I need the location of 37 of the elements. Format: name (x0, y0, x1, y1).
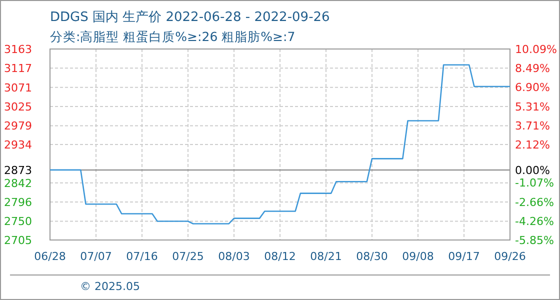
y-tick-label: 2796 (4, 196, 32, 210)
y2-tick-label: -5.85% (515, 234, 554, 247)
y2-tick-label: 0.00% (515, 164, 550, 177)
y-tick-label: 3025 (4, 100, 32, 114)
y2-tick-label: -1.07% (515, 176, 554, 190)
x-tick-label: 09/26 (494, 250, 526, 263)
x-tick-label: 07/25 (172, 250, 204, 263)
x-tick-label: 09/08 (402, 250, 434, 263)
y2-tick-label: -2.66% (515, 196, 554, 209)
x-tick-label: 08/21 (310, 250, 342, 263)
x-tick-label: 07/16 (126, 250, 158, 263)
x-tick-label: 06/28 (34, 250, 66, 263)
text: © 2025.05 (80, 280, 140, 293)
y2-tick-label: 2.12% (515, 138, 550, 152)
chart-title: DDGS 国内 生产价 2022-06-28 - 2022-09-26 (50, 10, 330, 25)
y-tick-label: 2979 (4, 120, 32, 133)
x-tick-label: 08/03 (218, 250, 250, 263)
y2-tick-label: -4.26% (515, 214, 554, 228)
y2-tick-label: 8.49% (515, 62, 550, 76)
y-tick-label: 3163 (4, 43, 32, 56)
y-tick-label: 2705 (4, 234, 32, 247)
y-tick-label: 2934 (4, 138, 32, 152)
y-tick-label: 3117 (4, 62, 32, 76)
x-tick-label: 08/30 (356, 250, 388, 263)
x-tick-label: 08/12 (264, 250, 296, 263)
chart-subtitle: 分类:高脂型 粗蛋白质%≥:26 粗脂肪%≥:7 (50, 29, 296, 44)
y-tick-label: 2873 (4, 164, 32, 177)
x-tick-label: 07/07 (80, 250, 112, 263)
y2-tick-label: 5.31% (515, 100, 550, 114)
y-tick-label: 2842 (4, 176, 32, 190)
y-tick-label: 3071 (4, 81, 32, 94)
y2-tick-label: 10.09% (515, 43, 557, 56)
y2-tick-label: 6.90% (515, 81, 550, 94)
y-tick-label: 2750 (4, 215, 32, 228)
line-series (49, 64, 511, 224)
x-tick-label: 09/17 (448, 250, 480, 263)
y2-tick-label: 3.71% (515, 119, 550, 132)
